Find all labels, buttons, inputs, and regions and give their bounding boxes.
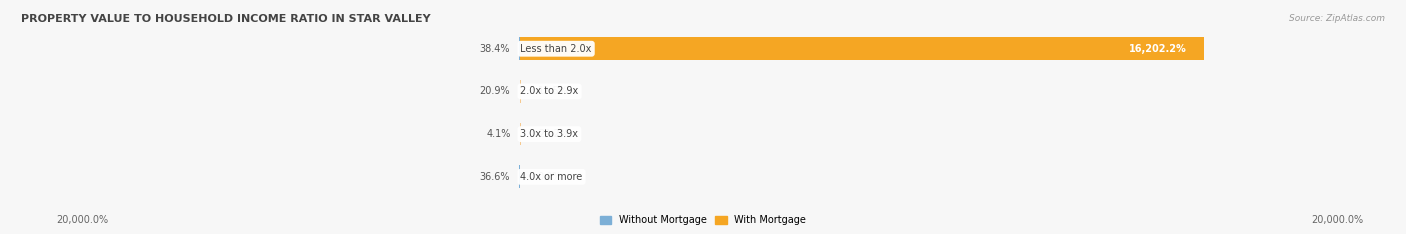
Text: 20,000.0%: 20,000.0%	[56, 215, 108, 225]
Text: 3.0x to 3.9x: 3.0x to 3.9x	[520, 129, 578, 139]
Text: 20.9%: 20.9%	[479, 86, 510, 96]
Text: Less than 2.0x: Less than 2.0x	[520, 44, 592, 54]
Text: 4.1%: 4.1%	[486, 129, 510, 139]
Text: 38.4%: 38.4%	[479, 44, 509, 54]
Text: 2.0x to 2.9x: 2.0x to 2.9x	[520, 86, 579, 96]
Text: 12.5%: 12.5%	[538, 86, 568, 96]
Text: 16,202.2%: 16,202.2%	[1129, 44, 1187, 54]
Text: 22.2%: 22.2%	[538, 129, 569, 139]
Bar	[519, 165, 520, 188]
Bar	[520, 37, 1204, 60]
Bar	[519, 37, 520, 60]
Text: 36.6%: 36.6%	[479, 172, 509, 182]
Text: 4.0x or more: 4.0x or more	[520, 172, 582, 182]
Text: 0.0%: 0.0%	[537, 172, 561, 182]
Text: 20,000.0%: 20,000.0%	[1312, 215, 1364, 225]
Text: Source: ZipAtlas.com: Source: ZipAtlas.com	[1289, 14, 1385, 23]
Text: PROPERTY VALUE TO HOUSEHOLD INCOME RATIO IN STAR VALLEY: PROPERTY VALUE TO HOUSEHOLD INCOME RATIO…	[21, 14, 430, 24]
Legend: Without Mortgage, With Mortgage: Without Mortgage, With Mortgage	[596, 211, 810, 229]
